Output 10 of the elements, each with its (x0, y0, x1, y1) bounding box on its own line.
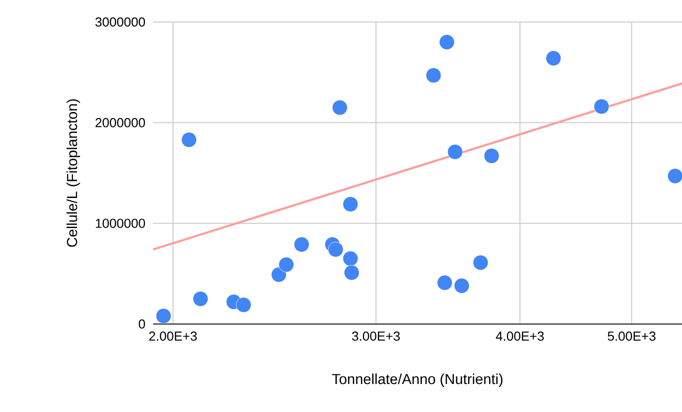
x-tick-label: 5.00E+3 (608, 332, 656, 341)
x-tick-label: 2.00E+3 (149, 332, 197, 341)
y-tick-label: 2000000 (96, 118, 145, 128)
y-tick-label: 3000000 (95, 17, 145, 27)
y-tick-label: 1000000 (96, 218, 145, 228)
y-tick-label: 0 (138, 319, 146, 329)
x-tick-label: 4.00E+3 (496, 332, 544, 341)
x-axis-title: Tonnellate/Anno (Nutrienti) (332, 374, 502, 388)
y-axis-title: Cellule/L (Fitoplancton) (66, 99, 80, 247)
x-tick-label: 3.00E+3 (352, 332, 400, 341)
